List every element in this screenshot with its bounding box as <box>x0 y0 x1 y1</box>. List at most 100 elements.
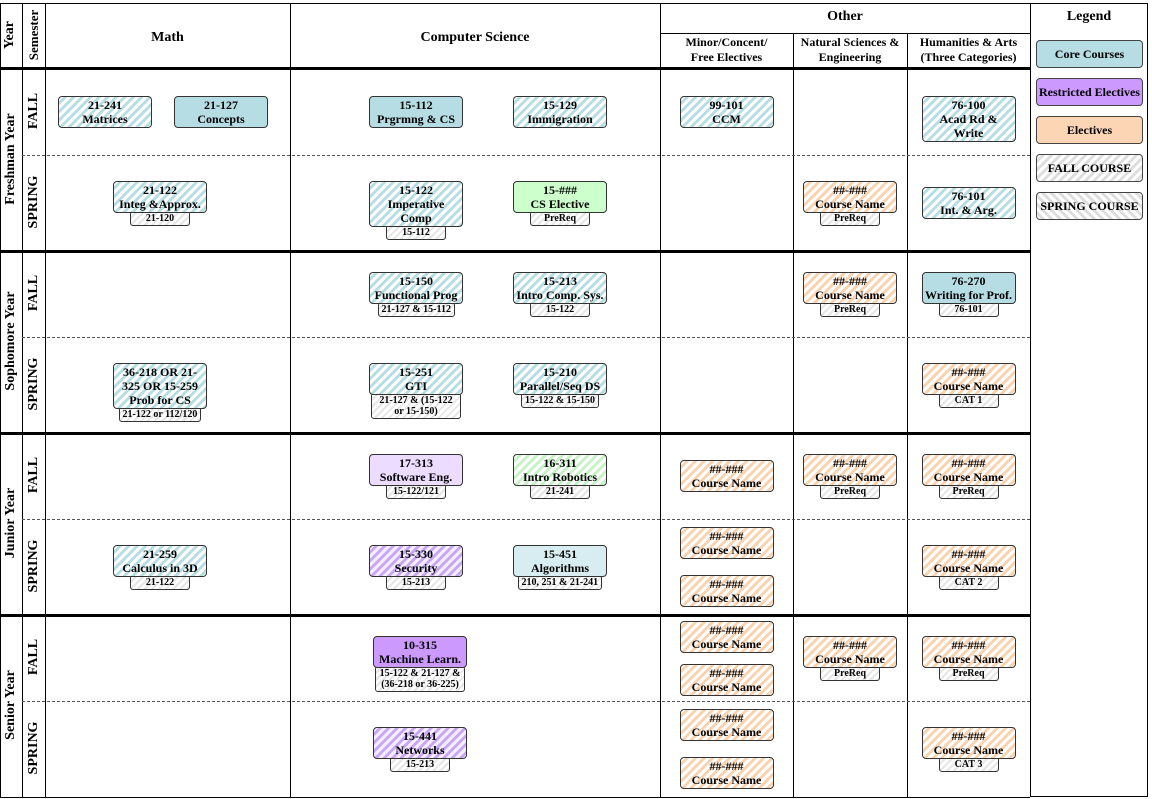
prereq-tab: 15-122 <box>530 302 590 317</box>
course-code: 10-315 <box>403 638 437 652</box>
course-name: Course Name <box>933 561 1004 575</box>
prereq-tab: 15-122/121 <box>386 484 446 499</box>
course-name: GTI <box>404 379 427 393</box>
course-code: 16-311 <box>543 456 577 470</box>
course-code: ##-### <box>709 711 744 725</box>
course-code: ##-### <box>709 462 744 476</box>
course-code: ##-### <box>951 729 986 743</box>
prereq-tab: 15-122 & 15-150 <box>521 393 599 408</box>
course-code: ##-### <box>709 759 744 773</box>
semester-label: FALL <box>26 456 41 494</box>
course-code: 21-127 <box>204 98 238 112</box>
course-code: 15-122 <box>399 183 433 197</box>
hum-header: Humanities & Arts (Three Categories) <box>907 35 1030 65</box>
course-name: CCM <box>712 112 741 126</box>
course-box: 10-315 Machine Learn. <box>373 636 467 668</box>
course-box: 15-### CS Elective <box>513 181 607 213</box>
course-code: ##-### <box>951 547 986 561</box>
year-divider <box>0 432 1030 435</box>
course-code: 15-129 <box>543 98 577 112</box>
column-line <box>660 3 661 797</box>
course-box: 76-270 Writing for Prof. <box>921 272 1016 304</box>
course-box: ##-### Course Name <box>803 454 897 486</box>
course-name: Course Name <box>815 470 885 484</box>
course-name: Algorithms <box>531 561 589 575</box>
course-box: 15-251 GTI <box>369 363 463 395</box>
course-box: 15-122 Imperative Comp <box>369 181 463 227</box>
course-code: 17-313 <box>399 456 433 470</box>
year-divider <box>0 250 1030 253</box>
minor-header: Minor/Concent/Free Electives <box>660 35 793 65</box>
semester-divider <box>22 701 1030 702</box>
prereq-tab: 21-122 or 112/120 <box>118 407 202 422</box>
course-code: 36-218 OR 21-325 OR 15-259 <box>122 365 198 393</box>
year-label: Sophomore Year <box>3 291 18 391</box>
course-code: ##-### <box>951 365 986 379</box>
legend-title: Legend <box>1066 9 1112 24</box>
course-box: ##-### Course Name <box>803 181 897 213</box>
prereq-tab: PreReq <box>938 484 999 499</box>
year-label: Freshman Year <box>3 113 18 205</box>
course-code: ##-### <box>833 456 867 470</box>
course-box: ##-### Course Name <box>803 636 897 668</box>
column-line <box>22 3 23 797</box>
course-name: Prgrmng & CS <box>377 112 455 126</box>
semester-label: SPRING <box>26 539 41 593</box>
course-box: 76-100 Acad Rd & Write <box>921 96 1016 142</box>
course-box: 15-441 Networks <box>373 727 467 759</box>
course-name: Course Name <box>691 543 762 557</box>
course-box: 76-101 Int. & Arg. <box>921 187 1016 219</box>
course-box: 15-213 Intro Comp. Sys. <box>513 272 607 304</box>
course-name: Course Name <box>815 652 885 666</box>
course-name: Course Name <box>691 476 762 490</box>
course-box: 15-150 Functional Prog <box>369 272 463 304</box>
semester-divider <box>22 155 1030 156</box>
course-box: 21-241 Matrices <box>58 96 152 128</box>
course-code: 21-241 <box>88 98 122 112</box>
semester-label: FALL <box>26 274 41 312</box>
course-code: ##-### <box>833 638 867 652</box>
prereq-tab: PreReq <box>820 211 880 226</box>
prereq-tab: 21-127 & (15-122 or 15-150) <box>371 393 461 419</box>
semester-divider <box>22 337 1030 338</box>
course-name: Writing for Prof. <box>925 288 1012 302</box>
legend-item: Core Courses <box>1036 40 1143 68</box>
course-code: 99-101 <box>709 98 744 112</box>
prereq-tab: PreReq <box>820 666 880 681</box>
course-name: Imperative Comp <box>387 197 445 225</box>
other-header: Other <box>827 9 863 24</box>
course-code: 15-441 <box>403 729 437 743</box>
course-code: ##-### <box>833 183 867 197</box>
course-box: 15-210 Parallel/Seq DS <box>513 363 607 395</box>
course-name: Course Name <box>933 652 1004 666</box>
course-box: 21-122 Integ &Approx. <box>113 181 207 213</box>
course-name: Intro Robotics <box>522 470 598 484</box>
course-box: 15-451 Algorithms <box>513 545 607 577</box>
course-name: CS Elective <box>530 197 590 211</box>
course-name: Networks <box>395 743 445 757</box>
course-name: Immigration <box>527 112 593 126</box>
course-box: ##-### Course Name <box>921 545 1016 577</box>
course-box: ##-### Course Name <box>679 757 774 789</box>
natsci-header: Natural Sciences & Engineering <box>793 35 907 65</box>
course-code: 76-101 <box>951 189 986 203</box>
course-code: 76-270 <box>951 274 986 288</box>
prereq-tab: CAT 2 <box>938 575 999 590</box>
prereq-tab: PreReq <box>820 484 880 499</box>
course-code: ##-### <box>709 622 744 637</box>
semester-label: FALL <box>26 638 41 676</box>
course-code: 15-451 <box>543 547 577 561</box>
course-name: Course Name <box>691 636 762 651</box>
border-line <box>0 3 1030 4</box>
prereq-tab: 15-122 & 21-127 & (36-218 or 36-225) <box>375 666 465 692</box>
column-line <box>290 3 291 797</box>
prereq-tab: CAT 3 <box>938 757 999 772</box>
course-box: ##-### Course Name <box>803 272 897 304</box>
course-name: Acad Rd & Write <box>939 112 998 140</box>
column-line <box>907 33 908 797</box>
semester-label: FALL <box>26 92 41 130</box>
prereq-tab: CAT 1 <box>938 393 999 408</box>
course-code: 15-112 <box>399 98 433 112</box>
course-name: Course Name <box>933 379 1004 393</box>
